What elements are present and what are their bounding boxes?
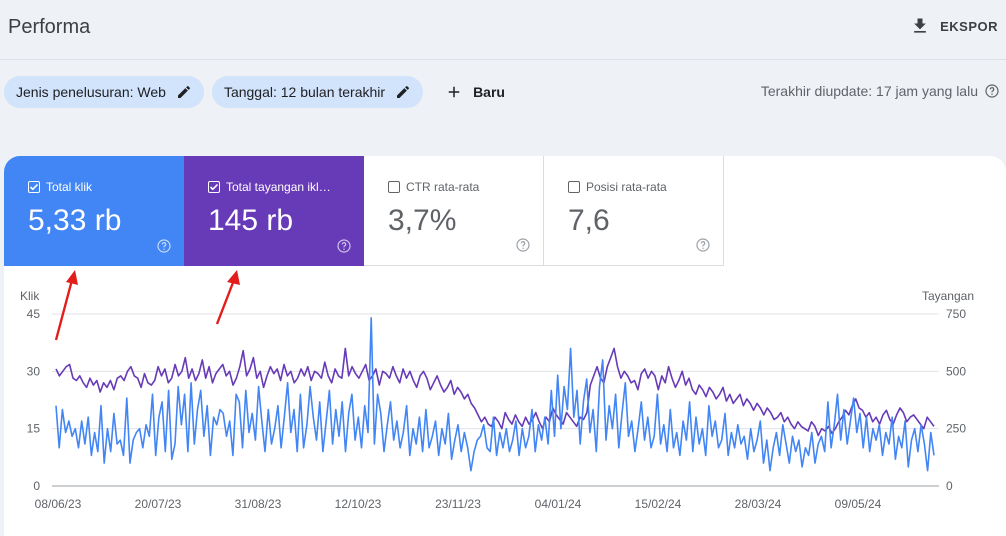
last-updated-text: Terakhir diupdate: 17 jam yang lalu <box>760 83 978 99</box>
right-tick-label: 250 <box>946 422 966 436</box>
right-tick-label: 750 <box>946 307 966 321</box>
metric-average-ctr[interactable]: CTR rata-rata 3,7% <box>364 156 544 266</box>
impressions-series-line[interactable] <box>55 347 935 437</box>
date-chip[interactable]: Tanggal: 12 bulan terakhir <box>211 76 424 108</box>
left-axis-title: Klik <box>20 289 40 303</box>
date-label: Tanggal: 12 bulan terakhir <box>223 84 386 100</box>
metric-value: 7,6 <box>568 204 610 237</box>
x-tick-label: 04/01/24 <box>535 497 582 511</box>
metric-label-row: Posisi rata-rata <box>568 180 667 194</box>
edit-icon <box>177 85 190 98</box>
metric-total-clicks[interactable]: Total klik 5,33 rb <box>4 156 184 266</box>
x-tick-label: 12/10/23 <box>335 497 382 511</box>
search-type-label: Jenis penelusuran: Web <box>16 84 166 100</box>
download-icon <box>914 18 926 33</box>
help-icon[interactable] <box>984 83 1000 99</box>
performance-card: Total klik 5,33 rb Total tayangan ikl… 1… <box>4 156 1006 536</box>
help-icon[interactable] <box>515 237 531 253</box>
edit-icon <box>397 85 410 98</box>
x-tick-label: 15/02/24 <box>635 497 682 511</box>
x-tick-label: 08/06/23 <box>35 497 82 511</box>
right-tick-label: 0 <box>946 479 953 493</box>
x-tick-label: 23/11/23 <box>435 497 481 511</box>
new-filter-button[interactable]: Baru <box>431 76 519 108</box>
x-tick-label: 09/05/24 <box>835 497 882 511</box>
checkbox-checked-icon[interactable] <box>208 181 220 193</box>
metric-value: 5,33 rb <box>28 204 122 237</box>
metric-value: 3,7% <box>388 204 457 237</box>
performance-chart: Klik Tayangan 0 15 30 45 0 250 500 750 08/06/23… <box>20 289 974 511</box>
last-updated: Terakhir diupdate: 17 jam yang lalu <box>761 83 1000 99</box>
help-icon[interactable] <box>695 237 711 253</box>
help-icon[interactable] <box>336 238 352 254</box>
clicks-series-line[interactable] <box>55 316 935 472</box>
help-icon[interactable] <box>156 238 172 254</box>
metric-value: 145 rb <box>208 204 294 237</box>
left-tick-label: 0 <box>33 479 40 493</box>
metric-tiles: Total klik 5,33 rb Total tayangan ikl… 1… <box>4 156 724 266</box>
search-type-chip[interactable]: Jenis penelusuran: Web <box>4 76 204 108</box>
metric-label: Total klik <box>46 180 93 194</box>
x-tick-label: 28/03/24 <box>735 497 782 511</box>
right-tick-label: 500 <box>946 364 966 378</box>
left-tick-label: 45 <box>27 307 41 321</box>
annotation-arrow-clicks <box>54 270 78 341</box>
export-button[interactable]: EKSPOR <box>910 16 998 36</box>
metric-label-row: Total klik <box>28 180 92 194</box>
filter-bar: Jenis penelusuran: Web Tanggal: 12 bulan… <box>4 76 519 108</box>
x-tick-label: 31/08/23 <box>235 497 282 511</box>
left-tick-label: 30 <box>27 364 41 378</box>
left-tick-label: 15 <box>27 422 41 436</box>
checkbox-unchecked-icon[interactable] <box>568 181 580 193</box>
metric-label-row: CTR rata-rata <box>388 180 479 194</box>
export-label: EKSPOR <box>940 18 998 34</box>
page-title: Performa <box>8 16 91 38</box>
new-filter-label: Baru <box>473 84 505 100</box>
plus-icon <box>448 86 460 98</box>
metric-total-impressions[interactable]: Total tayangan ikl… 145 rb <box>184 156 364 266</box>
metric-label: Posisi rata-rata <box>586 180 667 194</box>
checkbox-unchecked-icon[interactable] <box>388 181 400 193</box>
right-axis-title: Tayangan <box>922 289 974 303</box>
metric-label: CTR rata-rata <box>406 180 480 194</box>
annotation-arrow-impressions <box>215 270 240 325</box>
checkbox-checked-icon[interactable] <box>28 181 40 193</box>
x-tick-label: 20/07/23 <box>135 497 182 511</box>
page-header: Performa EKSPOR <box>0 0 1006 60</box>
metric-label-row: Total tayangan ikl… <box>208 180 331 194</box>
metric-label: Total tayangan ikl… <box>226 180 331 194</box>
metric-average-position[interactable]: Posisi rata-rata 7,6 <box>544 156 724 266</box>
